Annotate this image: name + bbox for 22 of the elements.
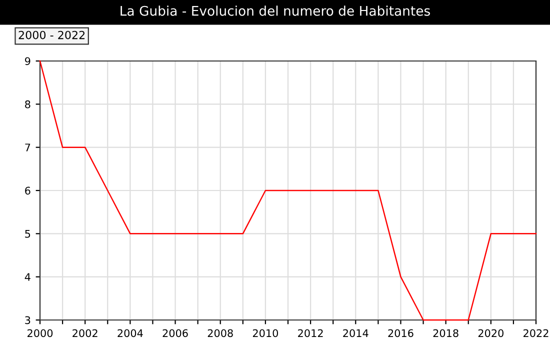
x-tick-label: 2000 [28, 329, 53, 338]
x-tick-label: 2006 [162, 329, 188, 338]
x-tick-label: 2018 [433, 329, 458, 338]
y-tick-label: 4 [24, 273, 30, 281]
y-tick-label: 5 [25, 230, 30, 238]
x-tick-label: 2020 [478, 329, 504, 338]
x-tick-label: 2014 [343, 329, 368, 338]
y-tick-label: 6 [25, 186, 30, 195]
x-tick-label: 2004 [118, 329, 143, 338]
x-tick-label: 2016 [388, 329, 414, 338]
x-tick-label: 2012 [298, 329, 323, 338]
chart-title: La Gubia - Evolucion del numero de Habitantes [120, 6, 430, 16]
x-tick-label: 2010 [252, 329, 278, 338]
chart-subtitle: 2000 - 2022 [18, 30, 85, 40]
y-tick-label: 3 [25, 316, 30, 324]
x-tick-label: 2008 [208, 329, 233, 338]
y-tick-label: 8 [25, 100, 30, 108]
line-series [39, 60, 537, 321]
y-tick-label: 9 [25, 57, 30, 66]
x-tick-label: 2022 [524, 329, 548, 338]
y-tick-label: 7 [25, 144, 30, 152]
x-tick-label: 2002 [72, 329, 98, 338]
